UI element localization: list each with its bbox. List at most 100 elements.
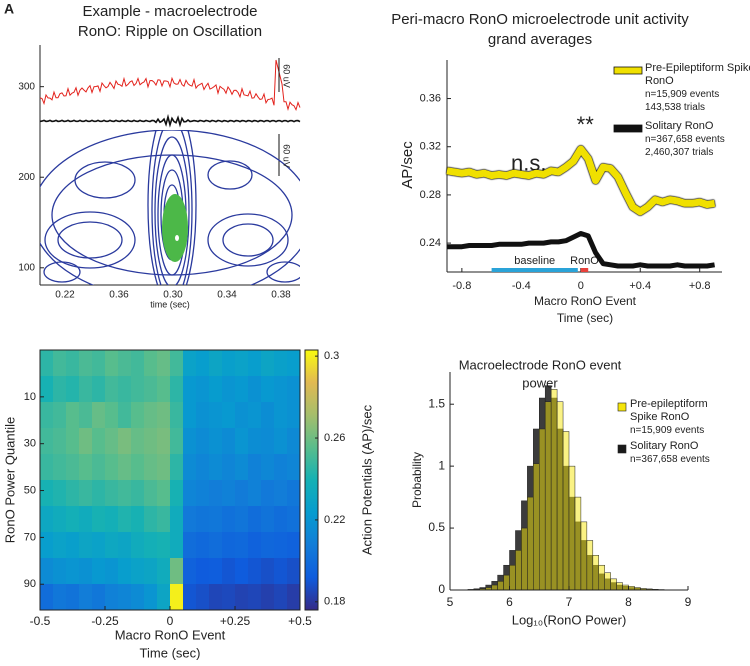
- heat-cell: [157, 480, 171, 507]
- heat-cell: [40, 428, 54, 455]
- heat-cell: [170, 558, 184, 585]
- heat-cell: [222, 558, 236, 585]
- heat-cell: [79, 376, 93, 403]
- colorbar: [304, 349, 319, 611]
- heat-cell: [105, 532, 119, 559]
- y-tick-label: 0.28: [420, 189, 441, 201]
- heat-cell: [287, 532, 301, 559]
- heat-cell: [261, 558, 275, 585]
- y-tick-label: 10: [24, 391, 36, 403]
- x-tick-label: -0.25: [91, 614, 119, 628]
- heat-cell: [287, 454, 301, 481]
- heat-cell: [196, 506, 210, 533]
- heat-cell: [261, 506, 275, 533]
- heat-cell: [274, 402, 288, 429]
- heat-cell: [53, 454, 67, 481]
- heat-cell: [274, 428, 288, 455]
- heat-cell: [157, 402, 171, 429]
- chart-title: Example - macroelectrode: [82, 3, 257, 20]
- heat-cell: [209, 376, 223, 403]
- heat-cell: [209, 454, 223, 481]
- heat-cell: [261, 454, 275, 481]
- heat-cell: [170, 402, 184, 429]
- heat-cell: [105, 428, 119, 455]
- heat-cell: [105, 480, 119, 507]
- histogram-bar: [491, 584, 498, 591]
- window-bar: [580, 268, 589, 272]
- heat-cell: [53, 506, 67, 533]
- heat-cell: [118, 350, 132, 377]
- heat-cell: [66, 428, 80, 455]
- heat-cell: [40, 454, 54, 481]
- y-tick-label: 0.36: [420, 92, 441, 104]
- heat-cell: [235, 402, 249, 429]
- heat-cell: [209, 584, 223, 611]
- heat-cell: [183, 480, 197, 507]
- heat-cell: [157, 376, 171, 403]
- heat-cell: [105, 350, 119, 377]
- heat-cell: [105, 454, 119, 481]
- heat-cell: [248, 480, 262, 507]
- heat-cell: [144, 480, 158, 507]
- heat-cell: [53, 480, 67, 507]
- heat-cell: [105, 402, 119, 429]
- x-axis-label: time (sec): [150, 299, 190, 309]
- histogram-bar: [497, 581, 504, 591]
- raw-trace: [39, 59, 301, 112]
- heat-cell: [79, 584, 93, 611]
- legend-detail: n=367,658 events: [645, 134, 725, 145]
- heat-cell: [183, 454, 197, 481]
- x-tick-label: 0.34: [217, 290, 237, 301]
- heat-cell: [40, 350, 54, 377]
- histogram-bar: [550, 389, 558, 591]
- histogram-bar: [527, 496, 534, 591]
- heat-cell: [222, 428, 236, 455]
- heat-cell: [183, 532, 197, 559]
- heat-cell: [79, 350, 93, 377]
- heat-cell: [40, 402, 54, 429]
- heat-cell: [79, 402, 93, 429]
- heat-cell: [222, 506, 236, 533]
- heat-cell: [79, 558, 93, 585]
- histogram-bar: [544, 401, 552, 591]
- heat-cell: [92, 428, 106, 455]
- heat-cell: [274, 480, 288, 507]
- histogram-bar: [604, 572, 611, 591]
- y-tick-label: 1.5: [428, 396, 445, 410]
- x-tick-label: -0.5: [30, 614, 51, 628]
- heat-cell: [183, 584, 197, 611]
- window-label: RonO: [570, 255, 599, 267]
- heat-cell: [66, 584, 80, 611]
- heat-cell: [144, 532, 158, 559]
- heat-cell: [235, 350, 249, 377]
- heat-cell: [157, 454, 171, 481]
- heat-cell: [40, 532, 54, 559]
- x-tick-label: 8: [625, 595, 632, 609]
- histogram-bar: [509, 564, 516, 591]
- heat-cell: [92, 532, 106, 559]
- heat-cell: [157, 350, 171, 377]
- heat-cell: [144, 558, 158, 585]
- heat-cell: [183, 402, 197, 429]
- heat-cell: [170, 532, 184, 559]
- heat-cell: [196, 532, 210, 559]
- heat-cell: [92, 584, 106, 611]
- heat-cell: [248, 558, 262, 585]
- heat-cell: [287, 350, 301, 377]
- series-line: [447, 231, 715, 269]
- x-tick-label: 0: [578, 280, 584, 292]
- heat-cell: [274, 506, 288, 533]
- heat-cell: [222, 454, 236, 481]
- heat-cell: [144, 350, 158, 377]
- heat-cell: [66, 532, 80, 559]
- x-axis-label: Time (sec): [557, 311, 613, 325]
- heat-cell: [118, 558, 132, 585]
- heat-cell: [196, 584, 210, 611]
- histogram-bar: [592, 555, 599, 591]
- heat-cell: [92, 558, 106, 585]
- heat-cell: [196, 376, 210, 403]
- x-tick-label: +0.4: [629, 280, 651, 292]
- histogram-bar: [610, 578, 617, 591]
- heat-cell: [170, 428, 184, 455]
- heat-cell: [287, 558, 301, 585]
